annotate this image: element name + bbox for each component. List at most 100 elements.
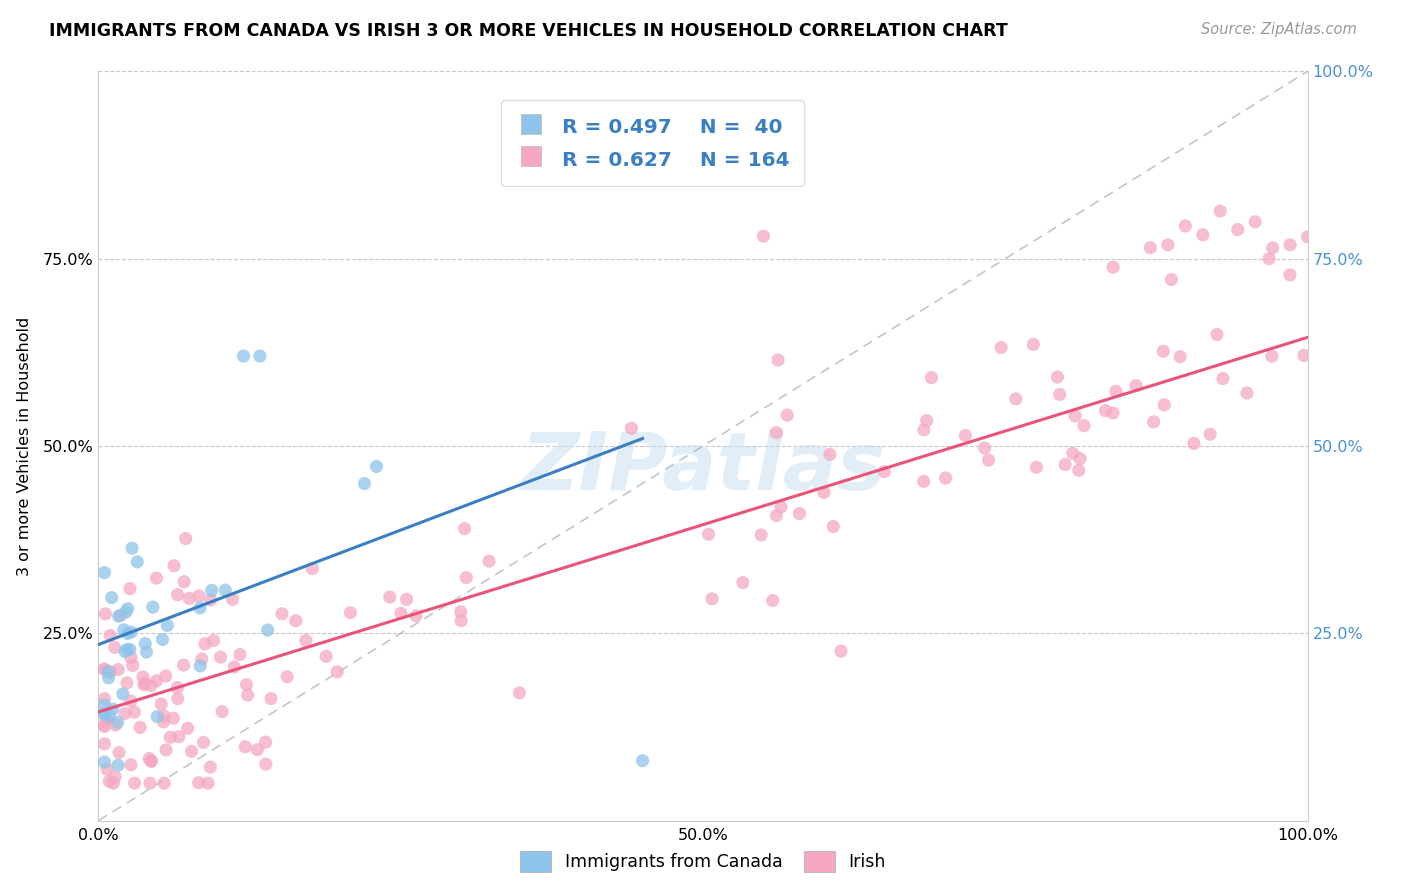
Point	[823, 519, 845, 533]
Point	[229, 648, 252, 662]
Point	[139, 754, 162, 768]
Point	[294, 633, 316, 648]
Point	[153, 776, 176, 790]
Point	[731, 575, 754, 590]
Point	[478, 554, 501, 568]
Point	[107, 715, 129, 730]
Point	[93, 755, 115, 769]
Point	[301, 561, 323, 575]
Point	[1191, 227, 1213, 242]
Point	[1094, 403, 1116, 417]
Point	[766, 353, 789, 368]
Point	[159, 731, 181, 745]
Point	[813, 485, 835, 500]
Point	[120, 625, 142, 640]
Point	[1236, 386, 1258, 401]
Point	[366, 459, 388, 474]
Point	[124, 776, 146, 790]
Point	[1153, 398, 1175, 412]
Point	[166, 691, 188, 706]
Point	[103, 776, 125, 790]
Point	[1244, 215, 1267, 229]
Text: Source: ZipAtlas.com: Source: ZipAtlas.com	[1201, 22, 1357, 37]
Point	[254, 757, 277, 772]
Point	[1212, 371, 1234, 385]
Point	[132, 670, 155, 684]
Point	[107, 758, 129, 772]
Point	[749, 528, 772, 542]
Point	[200, 760, 222, 774]
Point	[211, 705, 233, 719]
Point	[121, 658, 143, 673]
Point	[114, 645, 136, 659]
Point	[163, 558, 186, 573]
Point	[276, 670, 298, 684]
Point	[193, 735, 215, 749]
Point	[326, 665, 349, 679]
Point	[1102, 406, 1125, 420]
Point	[256, 623, 278, 637]
Point	[1102, 260, 1125, 275]
Point	[115, 642, 138, 657]
Point	[1261, 349, 1284, 363]
Point	[235, 677, 257, 691]
Point	[1125, 378, 1147, 392]
Point	[776, 408, 799, 422]
Point	[93, 662, 115, 676]
Point	[631, 754, 654, 768]
Point	[162, 711, 184, 725]
Point	[100, 665, 122, 679]
Point	[197, 776, 219, 790]
Point	[104, 640, 127, 655]
Point	[973, 441, 995, 455]
Point	[789, 507, 811, 521]
Point	[179, 591, 201, 606]
Point	[977, 453, 1000, 467]
Point	[1046, 370, 1069, 384]
Point	[117, 601, 139, 615]
Point	[120, 757, 142, 772]
Point	[117, 626, 139, 640]
Point	[1160, 272, 1182, 286]
Point	[1226, 222, 1249, 236]
Point	[1054, 458, 1077, 472]
Point	[155, 669, 177, 683]
Point	[107, 609, 129, 624]
Point	[233, 739, 256, 754]
Point	[1049, 387, 1071, 401]
Point	[100, 591, 122, 605]
Point	[104, 770, 127, 784]
Point	[104, 718, 127, 732]
Point	[152, 714, 174, 729]
Point	[187, 775, 209, 789]
Point	[232, 349, 254, 363]
Point	[236, 688, 259, 702]
Point	[389, 607, 412, 621]
Point	[1143, 415, 1166, 429]
Point	[873, 465, 896, 479]
Point	[1279, 268, 1302, 282]
Point	[145, 673, 167, 688]
Point	[1206, 327, 1229, 342]
Point	[955, 428, 977, 442]
Point	[395, 592, 418, 607]
Point	[97, 671, 120, 685]
Point	[1105, 384, 1128, 399]
Point	[188, 601, 211, 615]
Point	[150, 697, 173, 711]
Point	[174, 532, 197, 546]
Point	[93, 707, 115, 722]
Point	[315, 649, 337, 664]
Point	[120, 650, 142, 665]
Point	[127, 555, 149, 569]
Point	[118, 582, 141, 596]
Point	[94, 607, 117, 621]
Point	[1022, 337, 1045, 351]
Point	[221, 592, 243, 607]
Point	[142, 600, 165, 615]
Point	[456, 571, 478, 585]
Point	[620, 421, 643, 435]
Point	[121, 541, 143, 556]
Point	[146, 709, 169, 723]
Point	[93, 691, 115, 706]
